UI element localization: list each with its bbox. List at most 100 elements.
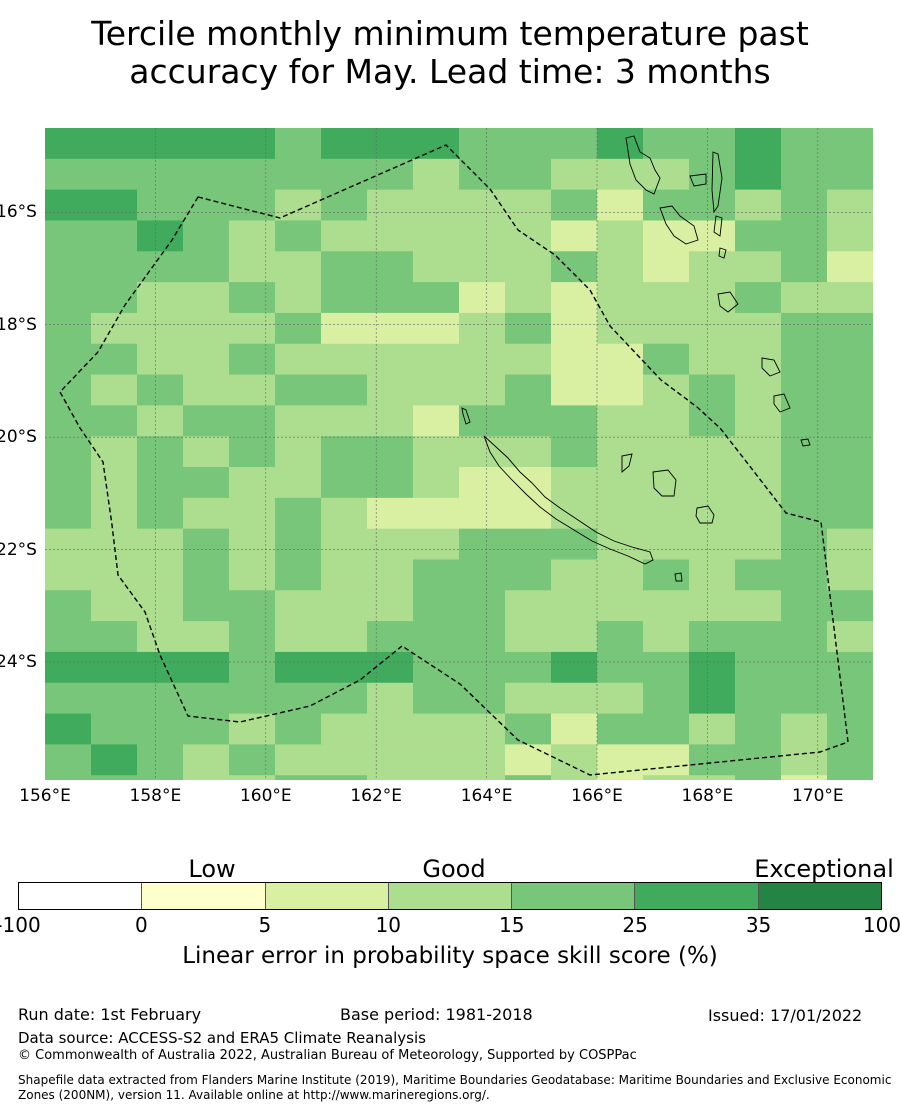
skill-cell — [91, 220, 137, 253]
eez-boundary — [59, 144, 849, 776]
skill-cell — [689, 528, 735, 561]
skill-cell — [781, 251, 827, 284]
skill-cell — [459, 559, 505, 592]
skill-cell — [91, 682, 137, 715]
skill-cell — [275, 621, 321, 653]
skill-cell — [91, 744, 137, 777]
skill-cell — [137, 158, 183, 191]
skill-cell — [367, 282, 413, 314]
skill-cell — [413, 343, 459, 376]
skill-cell — [459, 343, 505, 376]
skill-cell — [413, 528, 459, 561]
skill-cell — [413, 251, 459, 284]
skill-cell — [413, 559, 459, 592]
skill-cell — [45, 128, 91, 160]
skill-cell — [781, 189, 827, 222]
colorbar-segment — [512, 883, 636, 909]
skill-cell — [183, 621, 229, 653]
skill-cell — [551, 467, 597, 499]
island-outline — [761, 357, 781, 377]
skill-cell — [735, 621, 781, 653]
skill-cell — [735, 158, 781, 191]
skill-cell — [91, 528, 137, 561]
skill-cell — [735, 312, 781, 345]
skill-cell — [183, 528, 229, 561]
skill-cell — [551, 282, 597, 314]
skill-cell — [459, 436, 505, 469]
skill-cell — [367, 128, 413, 160]
skill-cell — [413, 220, 459, 253]
skill-cell — [827, 220, 873, 253]
skill-cell — [827, 282, 873, 314]
map-gridlines — [45, 128, 873, 780]
island-outline — [621, 453, 633, 473]
skill-cell — [229, 497, 275, 530]
skill-cell — [689, 744, 735, 777]
skill-cell — [781, 128, 827, 160]
skill-cell — [459, 775, 505, 780]
skill-cell — [597, 251, 643, 284]
longitude-tick-label: 166°E — [571, 786, 623, 806]
skill-cell — [45, 220, 91, 253]
skill-cell — [735, 282, 781, 314]
island-outline — [652, 469, 677, 497]
skill-cell — [413, 374, 459, 407]
colorbar-tick-label: 100 — [862, 913, 900, 937]
skill-cell — [275, 559, 321, 592]
skill-cell — [459, 282, 505, 314]
skill-cell — [781, 158, 827, 191]
map-title-line-2: accuracy for May. Lead time: 3 months — [129, 52, 771, 91]
island-outline — [689, 173, 707, 187]
skill-cell — [643, 374, 689, 407]
skill-cell — [551, 220, 597, 253]
skill-cell — [45, 497, 91, 530]
skill-cell — [689, 343, 735, 376]
skill-cell — [735, 467, 781, 499]
skill-cell — [91, 128, 137, 160]
skill-cell — [367, 251, 413, 284]
skill-cell — [505, 528, 551, 561]
skill-cell — [45, 312, 91, 345]
skill-cell — [183, 775, 229, 780]
skill-cell — [781, 590, 827, 623]
skill-cell — [781, 282, 827, 314]
skill-cell — [551, 374, 597, 407]
skill-cell — [413, 405, 459, 438]
skill-cell — [597, 128, 643, 160]
skill-cell — [367, 528, 413, 561]
skill-cell — [229, 590, 275, 623]
skill-cell — [183, 497, 229, 530]
skill-cell — [321, 651, 367, 684]
skill-cell — [643, 590, 689, 623]
skill-cell — [551, 128, 597, 160]
island-outline — [461, 407, 471, 425]
skill-cell — [643, 436, 689, 469]
longitude-tick-label: 168°E — [681, 786, 734, 806]
copyright: © Commonwealth of Australia 2022, Austra… — [18, 1048, 637, 1063]
skill-cell — [183, 189, 229, 222]
latitude-tick-label: 22°S — [0, 539, 37, 560]
skill-cell — [735, 651, 781, 684]
skill-cell — [505, 128, 551, 160]
skill-cell — [137, 220, 183, 253]
legend-category-good: Good — [422, 855, 486, 883]
skill-cell — [367, 559, 413, 592]
longitude-tick-label: 164°E — [460, 786, 513, 806]
skill-cell — [781, 744, 827, 777]
skill-cell — [45, 621, 91, 653]
skill-cell — [183, 343, 229, 376]
skill-cell — [643, 775, 689, 780]
colorbar-tick-label: 15 — [498, 913, 525, 937]
colorbar-tick-label: 35 — [745, 913, 772, 937]
skill-cell — [137, 312, 183, 345]
colorbar-tick-label: 0 — [135, 913, 148, 937]
skill-cell — [367, 189, 413, 222]
skill-cell — [735, 528, 781, 561]
skill-cell — [45, 559, 91, 592]
skill-cell — [45, 528, 91, 561]
skill-cell — [551, 343, 597, 376]
skill-cell — [275, 775, 321, 780]
skill-cell — [137, 128, 183, 160]
skill-cell — [183, 682, 229, 715]
skill-cell — [735, 251, 781, 284]
